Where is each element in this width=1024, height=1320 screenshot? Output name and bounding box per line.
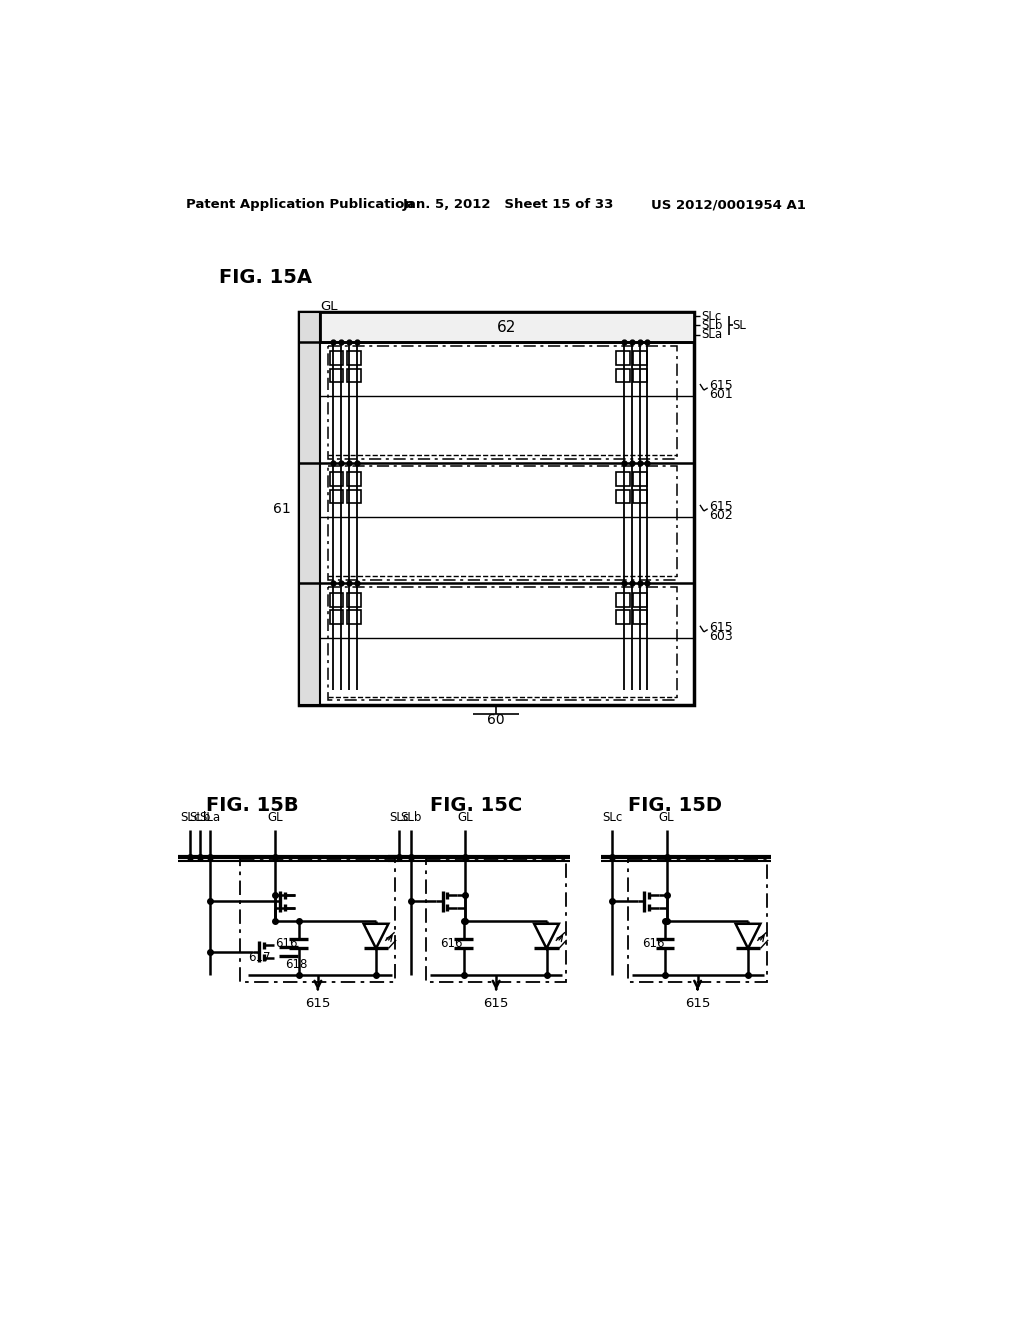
Bar xyxy=(346,490,360,503)
Text: 601: 601 xyxy=(710,388,733,401)
Text: SLa: SLa xyxy=(701,329,723,342)
Bar xyxy=(346,368,360,383)
Bar xyxy=(299,313,321,705)
Text: 60: 60 xyxy=(487,714,505,727)
Text: Jan. 5, 2012   Sheet 15 of 33: Jan. 5, 2012 Sheet 15 of 33 xyxy=(403,198,614,211)
Text: SLc: SLc xyxy=(180,810,200,824)
Text: FIG. 15D: FIG. 15D xyxy=(628,796,722,814)
Bar xyxy=(633,593,647,607)
Text: 616: 616 xyxy=(275,937,298,950)
Bar xyxy=(346,351,360,364)
Text: 615: 615 xyxy=(483,998,509,1010)
Text: SLb: SLb xyxy=(189,810,211,824)
Bar xyxy=(616,351,630,364)
Text: SL: SL xyxy=(732,319,746,333)
Bar xyxy=(633,368,647,383)
Text: GL: GL xyxy=(458,810,473,824)
Bar xyxy=(616,471,630,486)
Bar xyxy=(633,351,647,364)
Text: SLb: SLb xyxy=(701,319,723,333)
Text: Patent Application Publication: Patent Application Publication xyxy=(186,198,414,211)
Bar xyxy=(616,610,630,624)
Text: SLc: SLc xyxy=(701,310,722,323)
Text: FIG. 15B: FIG. 15B xyxy=(206,796,298,814)
Bar xyxy=(616,490,630,503)
Bar xyxy=(328,466,677,579)
Text: 617: 617 xyxy=(248,952,270,964)
Text: SLc: SLc xyxy=(389,810,410,824)
Bar xyxy=(616,368,630,383)
Bar xyxy=(328,587,677,701)
Bar xyxy=(241,859,395,982)
Bar xyxy=(330,610,343,624)
Bar xyxy=(628,859,767,982)
Bar xyxy=(330,351,343,364)
Bar xyxy=(346,471,360,486)
Text: FIG. 15C: FIG. 15C xyxy=(430,796,522,814)
Text: GL: GL xyxy=(658,810,675,824)
Text: 615: 615 xyxy=(710,500,733,513)
Bar xyxy=(633,490,647,503)
Text: FIG. 15A: FIG. 15A xyxy=(219,268,312,288)
Text: SLa: SLa xyxy=(200,810,221,824)
Bar xyxy=(321,313,693,342)
Bar xyxy=(330,593,343,607)
Text: 61: 61 xyxy=(272,502,291,516)
Text: GL: GL xyxy=(267,810,283,824)
Text: 615: 615 xyxy=(305,998,331,1010)
Bar xyxy=(299,313,693,705)
Text: SLb: SLb xyxy=(400,810,422,824)
Text: 62: 62 xyxy=(498,319,517,334)
Bar xyxy=(346,610,360,624)
Bar xyxy=(426,859,566,982)
Bar xyxy=(330,368,343,383)
Text: 616: 616 xyxy=(642,937,665,950)
Bar xyxy=(616,593,630,607)
Bar xyxy=(328,346,677,459)
Text: 615: 615 xyxy=(685,998,711,1010)
Text: SLc: SLc xyxy=(602,810,623,824)
Bar xyxy=(330,490,343,503)
Text: US 2012/0001954 A1: US 2012/0001954 A1 xyxy=(651,198,806,211)
Text: 603: 603 xyxy=(710,630,733,643)
Bar xyxy=(330,471,343,486)
Bar xyxy=(346,593,360,607)
Bar xyxy=(633,471,647,486)
Text: 618: 618 xyxy=(286,958,307,970)
Bar xyxy=(633,610,647,624)
Text: 602: 602 xyxy=(710,510,733,523)
Text: 615: 615 xyxy=(710,620,733,634)
Text: 616: 616 xyxy=(440,937,463,950)
Text: 615: 615 xyxy=(710,379,733,392)
Text: GL: GL xyxy=(321,300,338,313)
